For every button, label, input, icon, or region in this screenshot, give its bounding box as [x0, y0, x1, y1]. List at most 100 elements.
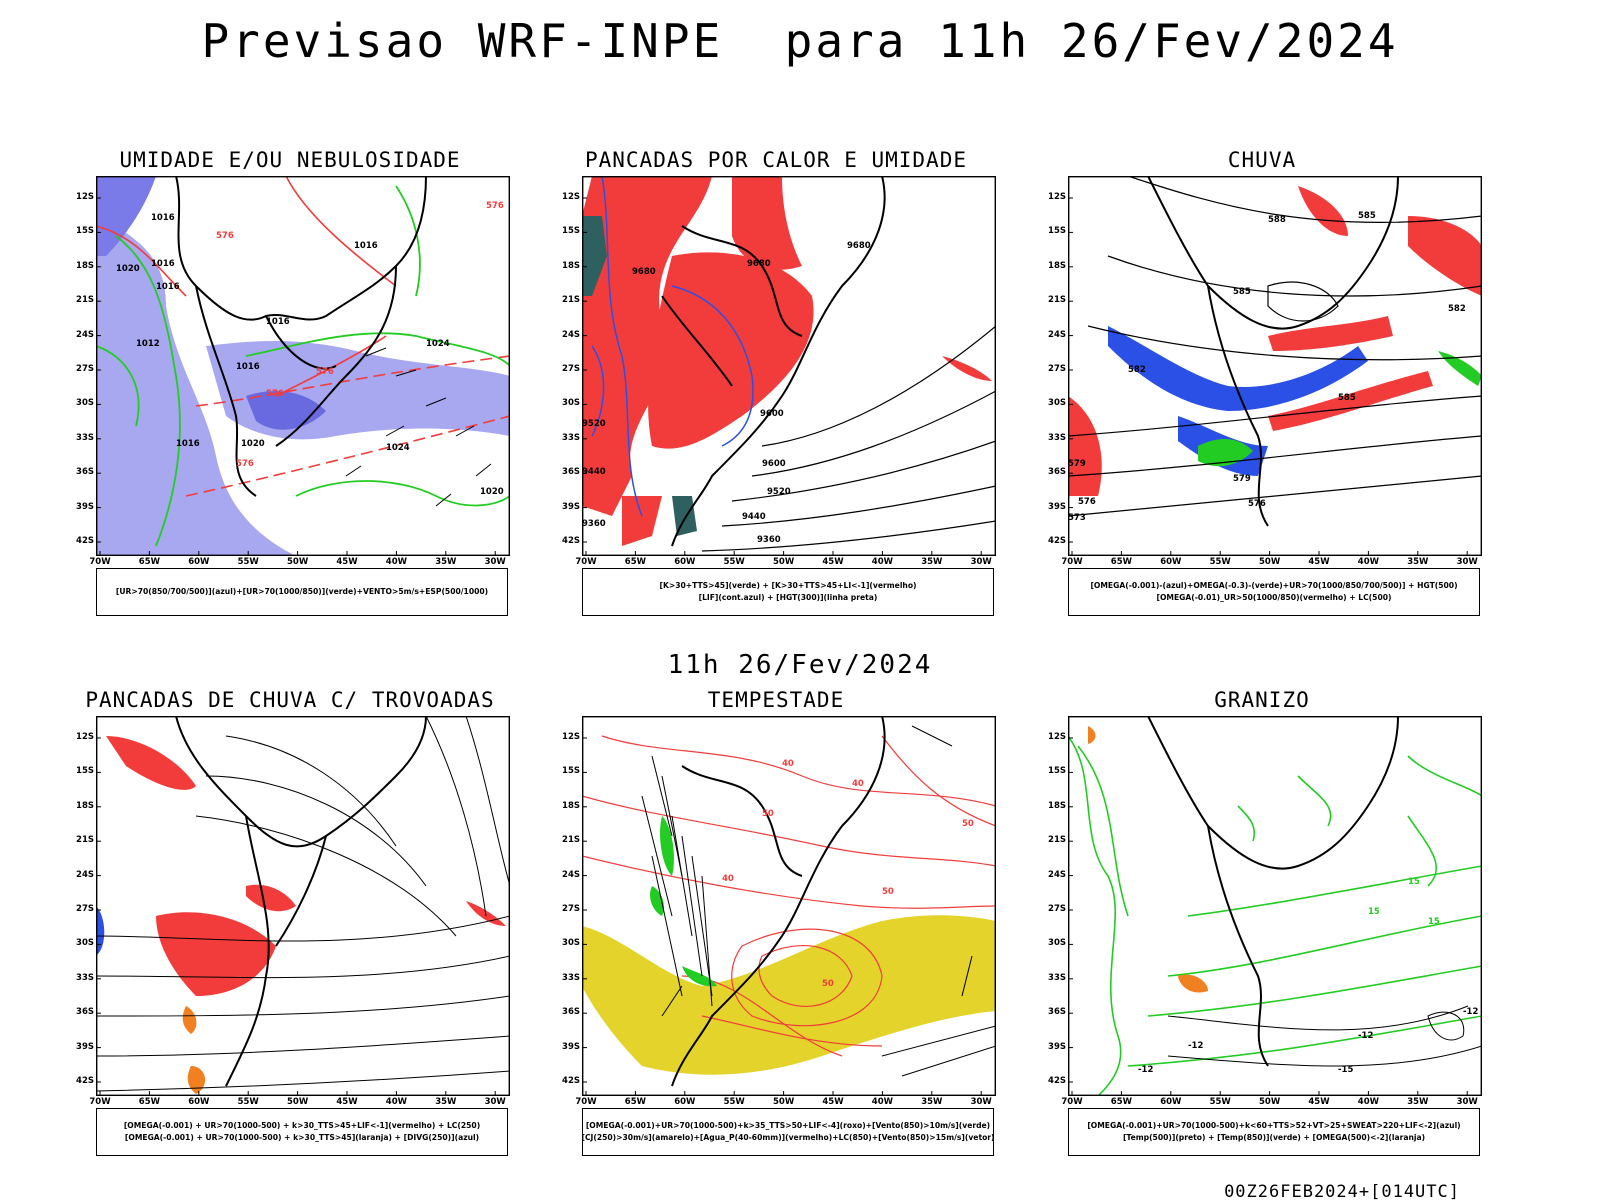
lat-label: 39S [76, 501, 94, 512]
lon-label: 60W [674, 1097, 696, 1107]
lon-label: 35W [921, 557, 943, 567]
lon-label: 40W [385, 1097, 407, 1107]
lat-label: 27S [1048, 364, 1066, 374]
lat-label: 30S [1048, 398, 1066, 409]
panel-title: UMIDADE E/OU NEBULOSIDADE [119, 148, 461, 172]
svg-text:585: 585 [1233, 287, 1251, 297]
lat-label: 42S [1048, 1076, 1066, 1086]
map-frame [1068, 716, 1482, 1096]
lat-label: 36S [1048, 467, 1066, 478]
legend-line: [OMEGA(-0.001) + UR>70(1000-500) + k>30_… [124, 1133, 480, 1142]
coastline-borders [175, 716, 427, 1087]
lat-label: 42S [562, 536, 580, 546]
lat-label: 33S [76, 432, 94, 443]
svg-text:9520: 9520 [582, 419, 606, 429]
lat-label: 24S [1048, 869, 1066, 880]
lon-label: 60W [1160, 1097, 1182, 1107]
legend-box: [OMEGA(-0.001)+UR>70(1000-500)+k<60+TTS>… [1068, 1108, 1480, 1156]
svg-text:50: 50 [762, 809, 774, 819]
hgt-labels: 9680 9680 9680 9600 9520 9440 9360 9600 … [582, 241, 871, 545]
lat-label: 15S [562, 226, 580, 237]
lat-axis [96, 737, 101, 1083]
lat-label: 42S [76, 1076, 94, 1086]
lon-label: 55W [723, 557, 745, 567]
lon-axis [99, 551, 496, 556]
lon-label: 65W [624, 557, 646, 567]
lat-label: 21S [76, 295, 94, 306]
lon-label: 50W [286, 557, 309, 567]
legend-line: [CJ(250)>30m/s](amarelo)+[Agua_P(40-60mm… [581, 1133, 995, 1142]
lon-label: 65W [1110, 557, 1132, 567]
lat-label: 21S [562, 835, 580, 846]
lon-label: 65W [138, 1097, 160, 1107]
coastline-borders [1147, 716, 1399, 1067]
svg-text:1020: 1020 [116, 264, 140, 274]
svg-text:576: 576 [266, 389, 284, 399]
svg-text:9600: 9600 [760, 409, 784, 419]
legend-box: [OMEGA(-0.001) + UR>70(1000-500) + k>30_… [96, 1108, 508, 1156]
contour-labels: 50 50 40 40 50 40 50 [722, 759, 974, 989]
svg-text:15: 15 [1428, 917, 1440, 927]
lon-label: 45W [1308, 1097, 1330, 1107]
svg-text:582: 582 [1128, 365, 1146, 375]
lat-label: 39S [1048, 1041, 1066, 1052]
panel-umidade: UMIDADE E/OU NEBULOSIDADE [70, 148, 510, 628]
lon-label: 45W [1308, 557, 1330, 567]
legend-box: [OMEGA(-0.001)+UR>70(1000-500)+k>35_TTS>… [581, 1108, 995, 1156]
map-chuva: 588 585 585 582 579 576 573 585 582 579 … [1068, 176, 1482, 556]
lat-label: 36S [76, 1007, 94, 1018]
lon-label: 60W [188, 1097, 210, 1107]
lat-label: 12S [1048, 732, 1066, 742]
lon-label: 30W [484, 557, 506, 567]
lat-label: 42S [562, 1076, 580, 1086]
map-frame [96, 716, 510, 1096]
panel-tempestade: TEMPESTADE [556, 688, 996, 1168]
svg-text:50: 50 [962, 819, 974, 829]
svg-text:9600: 9600 [762, 459, 786, 469]
svg-text:1012: 1012 [136, 339, 160, 349]
hgt300-contours [701, 325, 996, 552]
svg-text:-12: -12 [1188, 1041, 1203, 1051]
lon-label: 30W [970, 1097, 992, 1107]
panel-title: TEMPESTADE [707, 688, 845, 712]
svg-text:576: 576 [216, 231, 234, 241]
lat-label: 27S [562, 904, 580, 914]
lon-label: 70W [89, 557, 111, 567]
lon-label: 30W [970, 557, 992, 567]
svg-text:1024: 1024 [426, 339, 450, 349]
legend-line: [OMEGA(-0.001)+UR>70(1000-500)+k<60+TTS>… [1087, 1121, 1461, 1130]
lon-axis [99, 1091, 496, 1096]
hail-shading [1088, 726, 1208, 993]
lon-label: 50W [1258, 1097, 1281, 1107]
lat-label: 39S [76, 1041, 94, 1052]
legend-box: [OMEGA(-0.001)-(azul)+OMEGA(-0.3)-(verde… [1068, 568, 1480, 616]
lon-label: 60W [1160, 557, 1182, 567]
lat-label: 30S [562, 938, 580, 949]
lat-label: 15S [1048, 226, 1066, 237]
svg-text:9680: 9680 [632, 267, 656, 277]
map-frame [1068, 176, 1482, 556]
lat-axis [582, 197, 587, 543]
svg-text:1016: 1016 [151, 213, 175, 223]
coastline-borders [1147, 176, 1399, 527]
lon-label: 60W [674, 557, 696, 567]
panel-title: CHUVA [1227, 148, 1297, 172]
lon-label: 45W [822, 557, 844, 567]
panel-chuva: CHUVA 588 585 585 [1042, 148, 1482, 628]
lon-label: 35W [435, 557, 457, 567]
svg-text:585: 585 [1338, 393, 1356, 403]
lat-label: 24S [562, 329, 580, 340]
lon-label: 55W [237, 1097, 259, 1107]
lon-label: 35W [1407, 1097, 1429, 1107]
main-title: Previsao WRF-INPE para 11h 26/Fev/2024 [201, 14, 1399, 68]
wind-vectors [345, 347, 492, 507]
svg-text:-12: -12 [1138, 1065, 1153, 1075]
lon-label: 70W [575, 557, 597, 567]
lon-label: 70W [1061, 1097, 1083, 1107]
lif-blue-contours [591, 176, 754, 517]
map-granizo: -12 -12 -12 -12 -15 15 15 15 [1068, 716, 1482, 1096]
lon-label: 70W [575, 1097, 597, 1107]
lon-label: 30W [1456, 557, 1478, 567]
lon-label: 50W [1258, 557, 1281, 567]
lat-label: 12S [1048, 192, 1066, 202]
